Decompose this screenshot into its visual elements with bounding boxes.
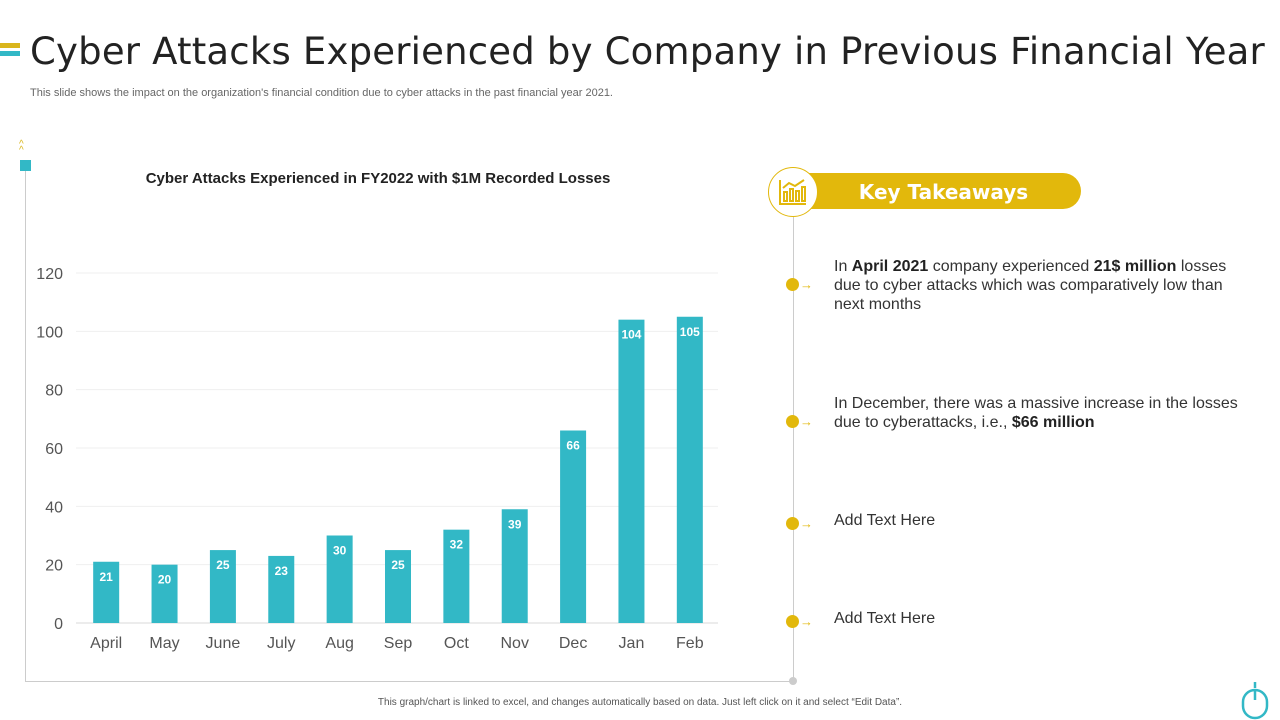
arrow-right-icon: → bbox=[800, 277, 813, 292]
page-title: Cyber Attacks Experienced by Company in … bbox=[30, 30, 1265, 73]
frame-end-dot bbox=[789, 677, 797, 685]
mouse-icon bbox=[1241, 682, 1269, 720]
bullet-dot bbox=[786, 615, 799, 628]
timeline-line bbox=[793, 217, 794, 681]
title-accent-teal bbox=[0, 51, 20, 56]
data-label: 104 bbox=[621, 328, 641, 342]
bar-chart-icon bbox=[768, 167, 818, 217]
x-tick-label: Nov bbox=[501, 635, 529, 652]
bar[interactable] bbox=[151, 564, 178, 623]
y-tick-label: 0 bbox=[54, 616, 63, 633]
bar[interactable] bbox=[385, 550, 411, 623]
bold-text: 21$ million bbox=[1093, 258, 1177, 275]
key-takeaways-banner: Key Takeaways bbox=[770, 173, 1081, 209]
bar[interactable] bbox=[443, 529, 470, 623]
x-tick-label: April bbox=[90, 635, 122, 652]
text: losses due to cyber attacks which was co… bbox=[834, 258, 1227, 313]
data-label: 32 bbox=[450, 538, 464, 552]
takeaway-item: → Add Text Here bbox=[786, 609, 1244, 628]
bold-text: $66 million bbox=[1011, 414, 1095, 431]
takeaway-item: → In April 2021 company experienced 21$ m… bbox=[786, 257, 1244, 314]
y-tick-label: 60 bbox=[45, 441, 63, 458]
frame-left-line bbox=[25, 171, 26, 681]
bullet-dot bbox=[786, 517, 799, 530]
arrow-right-icon: → bbox=[800, 414, 813, 429]
x-tick-label: Feb bbox=[676, 635, 704, 652]
data-label: 30 bbox=[333, 544, 347, 558]
bar[interactable] bbox=[501, 509, 528, 623]
x-tick-label: Oct bbox=[444, 635, 469, 652]
x-tick-label: June bbox=[206, 635, 241, 652]
x-tick-label: July bbox=[267, 635, 295, 652]
x-tick-label: Aug bbox=[325, 635, 353, 652]
y-tick-label: 80 bbox=[45, 383, 63, 400]
bar[interactable] bbox=[326, 535, 353, 624]
y-tick-label: 20 bbox=[45, 558, 63, 575]
data-label: 20 bbox=[158, 573, 172, 587]
key-takeaways-heading: Key Takeaways bbox=[858, 180, 1029, 204]
double-chevron-up-icon: ^ ^ bbox=[19, 139, 24, 156]
y-tick-label: 40 bbox=[45, 499, 63, 516]
data-label: 105 bbox=[680, 325, 700, 339]
bullet-dot bbox=[786, 415, 799, 428]
x-tick-label: May bbox=[149, 635, 179, 652]
page-subtitle: This slide shows the impact on the organ… bbox=[30, 87, 613, 99]
data-label: 25 bbox=[391, 558, 405, 572]
data-label: 21 bbox=[100, 570, 114, 584]
takeaway-item: → Add Text Here bbox=[786, 511, 1244, 530]
takeaway-text: Add Text Here bbox=[834, 511, 1244, 530]
bar[interactable] bbox=[209, 550, 236, 623]
takeaway-text: Add Text Here bbox=[834, 609, 1244, 628]
bar[interactable] bbox=[676, 316, 703, 623]
arrow-right-icon: → bbox=[800, 614, 813, 629]
x-tick-label: Dec bbox=[559, 635, 587, 652]
bullet-dot bbox=[786, 278, 799, 291]
bar[interactable] bbox=[268, 555, 295, 623]
bar[interactable] bbox=[618, 319, 645, 623]
x-tick-label: Jan bbox=[619, 635, 645, 652]
data-label: 25 bbox=[216, 558, 230, 572]
bar[interactable] bbox=[93, 561, 120, 623]
takeaway-text: In April 2021 company experienced 21$ mi… bbox=[834, 257, 1244, 314]
y-tick-label: 100 bbox=[36, 324, 63, 341]
data-label: 39 bbox=[508, 517, 522, 531]
title-accent-yellow bbox=[0, 43, 20, 48]
data-label: 23 bbox=[275, 564, 289, 578]
text: company experienced bbox=[928, 258, 1094, 275]
bar-chart[interactable]: 0 20 40 60 80 100 120 21 April 20 May 25 June 23 July 3… bbox=[0, 0, 760, 700]
text: Add Text Here bbox=[834, 512, 936, 529]
y-tick-label: 120 bbox=[36, 266, 63, 283]
bar[interactable] bbox=[560, 430, 587, 624]
takeaway-item: → In December, there was a massive increa… bbox=[786, 394, 1244, 432]
frame-marker bbox=[20, 160, 31, 171]
footer-note: This graph/chart is linked to excel, and… bbox=[377, 697, 903, 708]
frame-bottom-line bbox=[25, 681, 793, 682]
x-tick-label: Sep bbox=[384, 635, 413, 652]
takeaway-text: In December, there was a massive increas… bbox=[834, 394, 1244, 432]
arrow-right-icon: → bbox=[800, 516, 813, 531]
data-label: 66 bbox=[566, 439, 580, 453]
text: Add Text Here bbox=[834, 610, 936, 627]
text: In December, there was a massive increas… bbox=[834, 395, 1238, 431]
text: In bbox=[834, 258, 852, 275]
bold-text: April 2021 bbox=[851, 258, 929, 275]
chart-title: Cyber Attacks Experienced in FY2022 with… bbox=[145, 170, 611, 187]
